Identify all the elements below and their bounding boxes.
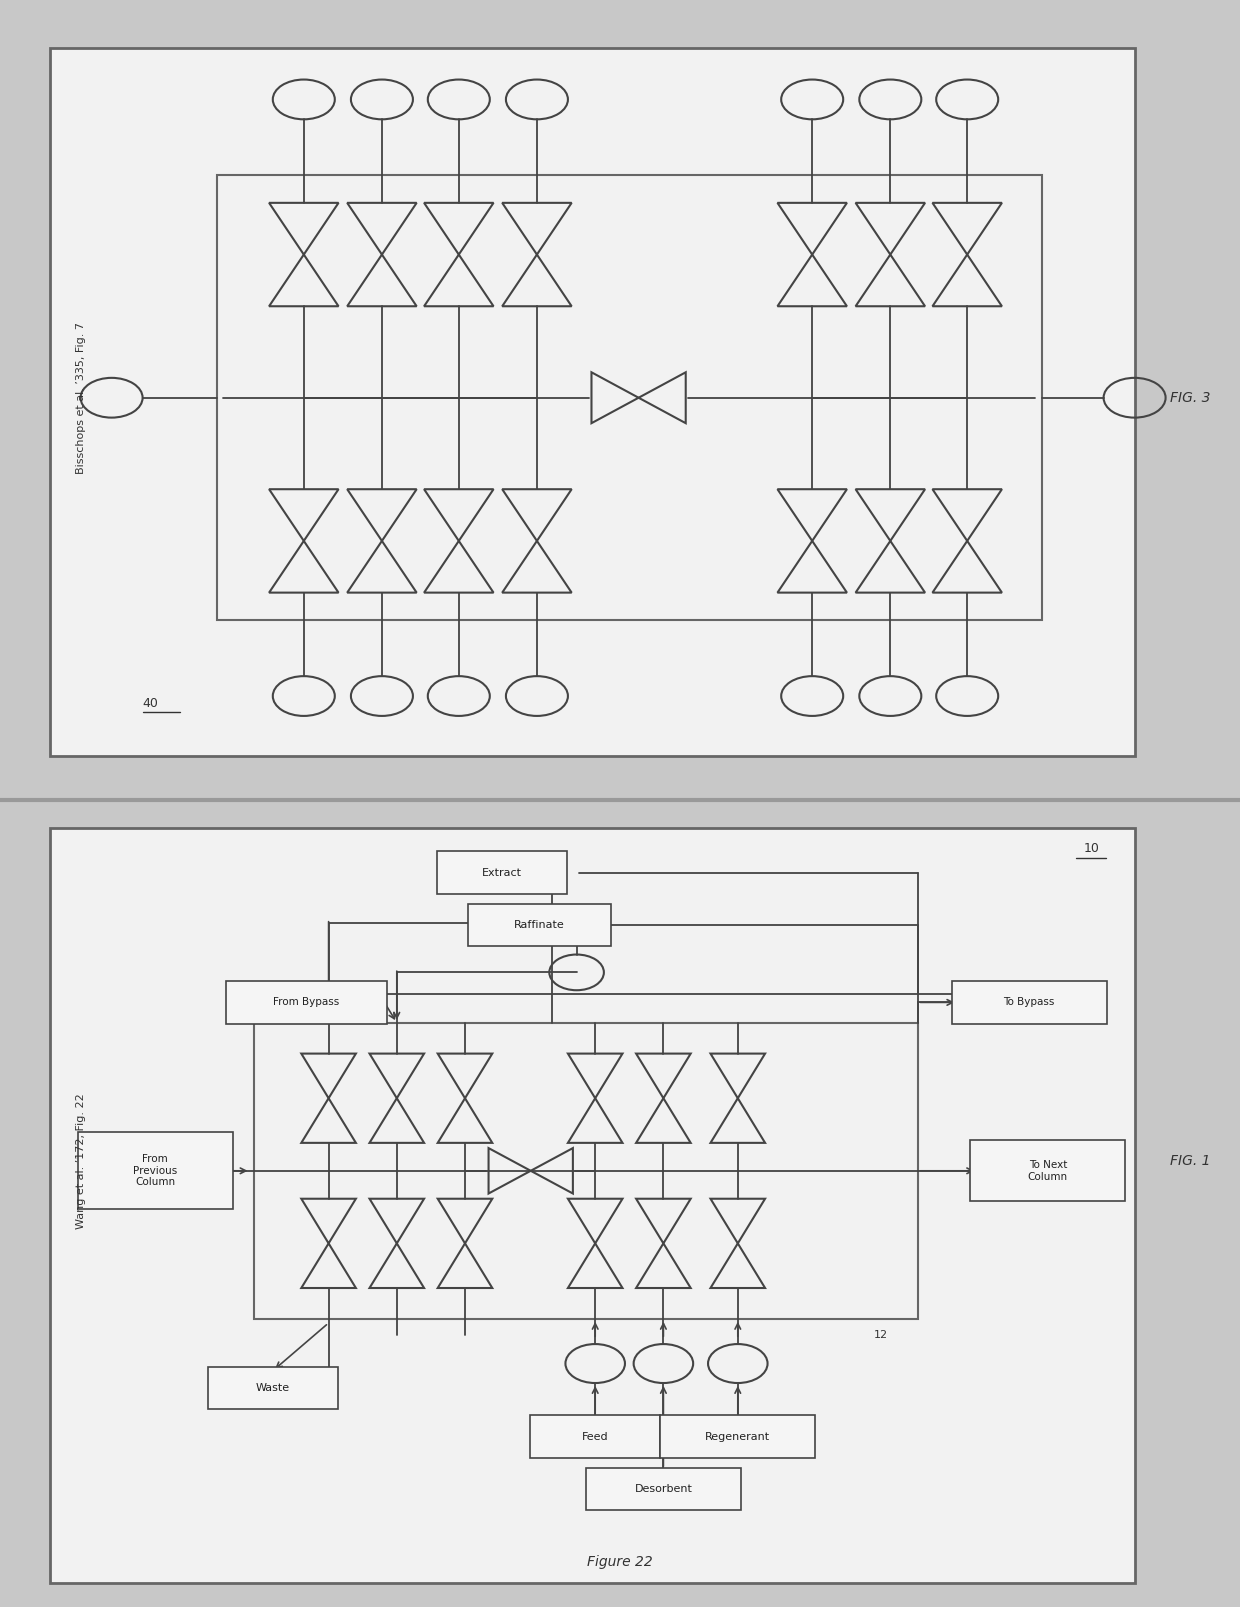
- FancyBboxPatch shape: [531, 1416, 660, 1458]
- Text: To Next
Column: To Next Column: [1028, 1160, 1068, 1181]
- Text: Raffinate: Raffinate: [515, 921, 564, 930]
- FancyBboxPatch shape: [952, 982, 1107, 1024]
- FancyBboxPatch shape: [970, 1141, 1126, 1202]
- Text: Figure 22: Figure 22: [587, 1556, 653, 1570]
- FancyBboxPatch shape: [660, 1416, 816, 1458]
- FancyBboxPatch shape: [50, 828, 1135, 1583]
- FancyBboxPatch shape: [587, 1469, 742, 1511]
- Text: From Bypass: From Bypass: [273, 998, 340, 1008]
- FancyBboxPatch shape: [469, 905, 611, 947]
- Text: From
Previous
Column: From Previous Column: [133, 1154, 177, 1188]
- FancyBboxPatch shape: [77, 1133, 233, 1210]
- Text: FIG. 1: FIG. 1: [1171, 1154, 1210, 1168]
- Text: FIG. 3: FIG. 3: [1171, 391, 1210, 405]
- Text: Waste: Waste: [255, 1384, 290, 1393]
- FancyBboxPatch shape: [226, 982, 387, 1024]
- Text: Regenerant: Regenerant: [706, 1432, 770, 1441]
- Text: Feed: Feed: [582, 1432, 609, 1441]
- Text: Desorbent: Desorbent: [635, 1485, 692, 1495]
- Text: 10: 10: [1084, 842, 1099, 855]
- Text: Bisschops et al. ’335, Fig. 7: Bisschops et al. ’335, Fig. 7: [76, 321, 86, 474]
- Text: 12: 12: [874, 1331, 888, 1340]
- Text: To Bypass: To Bypass: [1003, 998, 1055, 1008]
- FancyBboxPatch shape: [207, 1368, 337, 1409]
- Text: 40: 40: [143, 697, 159, 710]
- Text: Extract: Extract: [482, 868, 522, 877]
- Text: Wang et al. ’172, Fig. 22: Wang et al. ’172, Fig. 22: [76, 1093, 86, 1228]
- FancyBboxPatch shape: [438, 852, 568, 893]
- FancyBboxPatch shape: [50, 48, 1135, 755]
